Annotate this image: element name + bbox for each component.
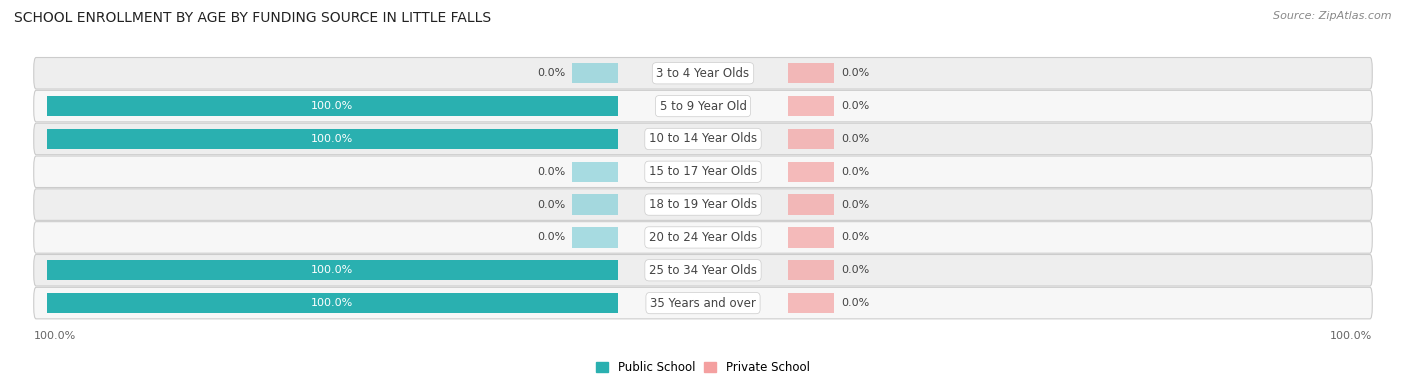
Text: 100.0%: 100.0% (311, 298, 353, 308)
Text: 3 to 4 Year Olds: 3 to 4 Year Olds (657, 67, 749, 80)
Bar (46, 260, 617, 280)
Text: 100.0%: 100.0% (311, 101, 353, 111)
Text: 100.0%: 100.0% (311, 265, 353, 275)
FancyBboxPatch shape (34, 90, 1372, 122)
Bar (46, 129, 617, 149)
Text: 100.0%: 100.0% (34, 331, 76, 341)
Text: 18 to 19 Year Olds: 18 to 19 Year Olds (650, 198, 756, 211)
Bar (572, 227, 617, 248)
Text: SCHOOL ENROLLMENT BY AGE BY FUNDING SOURCE IN LITTLE FALLS: SCHOOL ENROLLMENT BY AGE BY FUNDING SOUR… (14, 11, 491, 25)
Text: 0.0%: 0.0% (537, 232, 565, 242)
Text: 0.0%: 0.0% (841, 265, 869, 275)
FancyBboxPatch shape (34, 57, 1372, 89)
Text: 0.0%: 0.0% (537, 68, 565, 78)
Text: 15 to 17 Year Olds: 15 to 17 Year Olds (650, 165, 756, 178)
Text: 25 to 34 Year Olds: 25 to 34 Year Olds (650, 264, 756, 277)
FancyBboxPatch shape (34, 189, 1372, 220)
Text: 0.0%: 0.0% (537, 167, 565, 177)
Bar (789, 161, 834, 182)
Bar (46, 293, 617, 313)
Bar (789, 227, 834, 248)
Bar (789, 194, 834, 215)
Text: 100.0%: 100.0% (311, 134, 353, 144)
FancyBboxPatch shape (34, 123, 1372, 155)
Text: Source: ZipAtlas.com: Source: ZipAtlas.com (1274, 11, 1392, 21)
Text: 35 Years and over: 35 Years and over (650, 297, 756, 310)
Bar (789, 96, 834, 116)
Bar (572, 161, 617, 182)
Text: 5 to 9 Year Old: 5 to 9 Year Old (659, 99, 747, 113)
Bar (789, 63, 834, 84)
FancyBboxPatch shape (34, 287, 1372, 319)
Text: 0.0%: 0.0% (841, 298, 869, 308)
FancyBboxPatch shape (34, 254, 1372, 286)
Bar (789, 293, 834, 313)
Text: 10 to 14 Year Olds: 10 to 14 Year Olds (650, 132, 756, 146)
Text: 0.0%: 0.0% (841, 167, 869, 177)
Text: 0.0%: 0.0% (537, 200, 565, 209)
Text: 0.0%: 0.0% (841, 200, 869, 209)
Bar (572, 63, 617, 84)
Bar (572, 194, 617, 215)
FancyBboxPatch shape (34, 222, 1372, 253)
Bar (46, 96, 617, 116)
Text: 0.0%: 0.0% (841, 134, 869, 144)
Bar (789, 260, 834, 280)
Text: 0.0%: 0.0% (841, 101, 869, 111)
Text: 0.0%: 0.0% (841, 68, 869, 78)
Legend: Public School, Private School: Public School, Private School (592, 356, 814, 378)
FancyBboxPatch shape (34, 156, 1372, 187)
Bar (789, 129, 834, 149)
Text: 0.0%: 0.0% (841, 232, 869, 242)
Text: 100.0%: 100.0% (1330, 331, 1372, 341)
Text: 20 to 24 Year Olds: 20 to 24 Year Olds (650, 231, 756, 244)
